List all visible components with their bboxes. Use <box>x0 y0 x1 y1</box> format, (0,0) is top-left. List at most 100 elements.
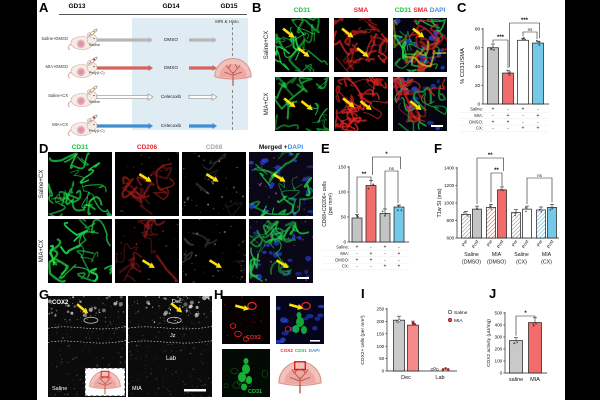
scale-bar <box>310 340 320 342</box>
group-label: MIA <box>492 252 502 258</box>
panel-g-letter: G <box>39 287 50 302</box>
y-tick-label: 1200 <box>444 183 455 188</box>
y-tick-label: 0 <box>344 240 347 246</box>
micrograph-b-sma-saline <box>334 18 388 72</box>
y-tick-label: 0 <box>382 369 385 374</box>
panel-j-letter: J <box>489 286 497 301</box>
significance-label: ns <box>537 173 542 178</box>
channel-header-sma: SMA <box>353 7 369 14</box>
micrograph-d-cd68-mia <box>182 219 246 283</box>
injection-label: Saline <box>89 42 101 47</box>
mouse-icon <box>67 56 98 79</box>
condition-sign: - <box>398 257 400 263</box>
scale-bar <box>297 277 309 279</box>
condition-row-label: DMSO: <box>335 257 349 262</box>
syringe-icon <box>88 114 98 123</box>
condition-label-saline: Saline <box>52 386 68 392</box>
condition-sign: + <box>537 113 540 119</box>
condition-sign: - <box>492 126 494 132</box>
condition-row-label: Saline: <box>470 107 483 112</box>
mouse-icon <box>67 85 98 108</box>
bar <box>502 72 514 105</box>
scale-bar <box>431 125 443 127</box>
condition-sign: - <box>522 113 524 119</box>
condition-sign: + <box>492 119 495 125</box>
treatment-label: Celecoxib <box>160 94 182 99</box>
arrow-icon <box>141 259 155 268</box>
x-tick-label: Pre <box>461 238 469 247</box>
x-tick-label: Dec <box>401 375 411 381</box>
panel-b-letter: B <box>252 0 262 15</box>
arrow-icon <box>272 173 286 182</box>
bar <box>509 340 523 374</box>
arrow-icon <box>208 259 222 268</box>
timepoint-gd14: GD14 <box>162 3 180 10</box>
condition-row-label: CX: <box>476 126 483 131</box>
arrow-icon <box>409 100 422 111</box>
row-label-mia-cx: MIA+CX <box>264 92 270 116</box>
timeline-header-rule <box>59 14 247 15</box>
micrograph-b-cd31-mia <box>275 77 329 131</box>
significance-label: *** <box>521 18 529 24</box>
region-label-dec: Dec <box>172 299 182 305</box>
bar <box>365 185 377 243</box>
panel-f-letter: F <box>434 141 442 156</box>
y-tick-label: 0 <box>478 102 481 108</box>
significance-label: ns <box>389 166 394 171</box>
bar <box>522 208 532 239</box>
panel-c-letter: C <box>457 0 467 15</box>
y-tick-label: 20 <box>475 83 481 89</box>
x-tick-label: MIA <box>530 377 540 383</box>
arrow-icon <box>297 47 310 58</box>
condition-sign: + <box>356 245 359 251</box>
y-axis-label: T1w SI (ms) <box>437 188 443 217</box>
panel-i-letter: I <box>361 286 365 301</box>
condition-sign: + <box>492 107 495 113</box>
y-tick-label: 150 <box>338 165 346 171</box>
arrow-icon <box>76 303 89 314</box>
condition-sign: - <box>492 113 494 119</box>
legend-marker-mia <box>448 317 453 322</box>
region-label-lab: Lab <box>166 356 177 362</box>
arrow-icon <box>356 47 369 58</box>
y-tick-label: 100 <box>338 190 346 196</box>
y-axis-label: COX2 activity (μU/mg) <box>486 319 492 367</box>
histology-mia: Dec Jz Lab MIA <box>128 296 212 397</box>
endpoint-dashed-line <box>232 90 233 130</box>
injection-label: Poly(I:C) <box>89 128 105 133</box>
row-label-saline-cx: Saline+CX <box>39 169 45 199</box>
y-tick-label: 300 <box>495 335 503 340</box>
condition-sign: + <box>384 264 387 270</box>
bar <box>379 213 391 243</box>
x-tick-label: Pre <box>511 238 519 247</box>
panel-h-letter: H <box>214 287 224 302</box>
row-label-saline-cx: Saline+CX <box>264 30 270 60</box>
merged-header-text: Merged + <box>258 144 288 151</box>
treatment-label: DMSO <box>164 65 178 70</box>
condition-row-label: MIA: <box>340 251 349 256</box>
arrow-icon <box>341 27 354 38</box>
stain-label-cd31: CD31 <box>248 389 263 395</box>
condition-sign: - <box>356 264 358 270</box>
significance-label: ** <box>362 172 367 178</box>
y-tick-label: 1400 <box>444 166 455 171</box>
bar <box>472 208 482 239</box>
bar <box>536 209 546 239</box>
condition-sign: + <box>398 251 401 257</box>
arrow-icon <box>300 100 313 111</box>
x-tick-label: Pre <box>536 238 544 247</box>
syringe-icon <box>88 28 98 37</box>
panel-a-letter: A <box>39 0 49 15</box>
endpoint-note: MRI & Histo <box>215 19 239 24</box>
condition-label-mia: MIA <box>132 386 142 392</box>
legend-label: MIA <box>454 318 463 324</box>
group-label: Saline <box>514 252 529 258</box>
stain-label-cox2: COX2 <box>246 335 261 341</box>
significance-label: ** <box>488 153 493 159</box>
region-label-jz: Jz <box>170 333 176 339</box>
merged-header-dapi: DAPI <box>429 7 446 14</box>
treatment-label: Celecoxib <box>160 123 182 128</box>
y-axis-label: CD68+CD206+ cells <box>322 181 328 227</box>
micrograph-h-cox2: COX2 <box>222 296 270 344</box>
